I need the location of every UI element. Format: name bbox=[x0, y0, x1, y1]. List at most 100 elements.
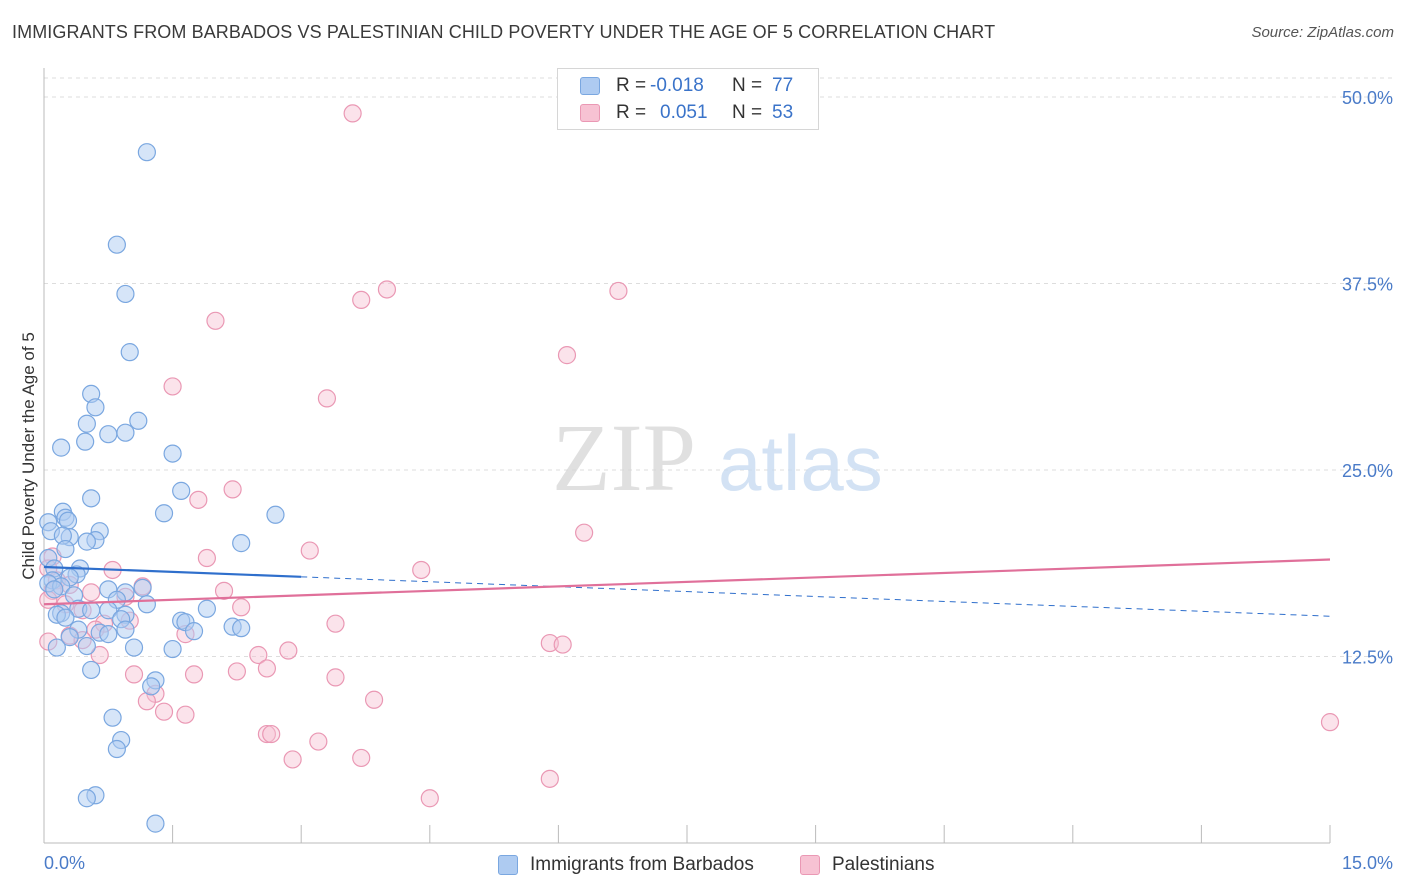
data-point-palestinians bbox=[377, 280, 397, 299]
data-point-palestinians bbox=[176, 705, 195, 724]
data-point-palestinians bbox=[343, 104, 362, 123]
data-point-palestinians bbox=[317, 389, 337, 408]
data-point-barbados bbox=[107, 739, 126, 759]
trend-line-palestinians bbox=[43, 558, 1331, 606]
axes bbox=[43, 68, 1331, 844]
data-point-palestinians bbox=[154, 702, 174, 721]
data-point-palestinians bbox=[197, 548, 216, 568]
n-label: N = bbox=[732, 102, 763, 123]
data-point-barbados bbox=[146, 814, 165, 833]
data-point-palestinians bbox=[364, 690, 384, 709]
y-tick-label: 37.5% bbox=[1342, 275, 1393, 295]
data-point-barbados bbox=[76, 432, 95, 451]
data-point-palestinians bbox=[300, 541, 319, 560]
data-point-palestinians bbox=[352, 748, 371, 768]
y-axis-label: Child Poverty Under the Age of 5 bbox=[19, 332, 38, 580]
data-point-palestinians bbox=[257, 724, 277, 744]
data-point-barbados bbox=[266, 505, 285, 524]
watermark: ZIP atlas bbox=[552, 404, 883, 511]
data-point-palestinians bbox=[227, 662, 246, 681]
data-point-palestinians bbox=[82, 583, 101, 602]
data-point-palestinians bbox=[189, 490, 208, 509]
tick-labels: 12.5% 25.0% 37.5% 50.0% 0.0% 15.0% bbox=[44, 88, 1393, 873]
data-point-barbados bbox=[120, 343, 139, 362]
data-point-palestinians bbox=[609, 281, 628, 301]
data-point-palestinians bbox=[223, 480, 242, 499]
y-tick-label: 12.5% bbox=[1342, 648, 1393, 668]
data-point-barbados bbox=[82, 489, 101, 508]
trend-line-barbados-extended bbox=[301, 576, 1331, 617]
data-point-barbados bbox=[60, 628, 79, 647]
data-point-barbados bbox=[163, 444, 182, 463]
data-point-palestinians bbox=[249, 645, 268, 665]
x-tick-label: 15.0% bbox=[1342, 853, 1393, 873]
legend-label-palestinians: Palestinians bbox=[832, 854, 935, 875]
data-point-palestinians bbox=[232, 598, 251, 617]
r-value: 0.051 bbox=[660, 102, 708, 123]
y-tick-label: 25.0% bbox=[1342, 461, 1393, 481]
source-credit: Source: ZipAtlas.com bbox=[1251, 24, 1394, 41]
data-point-barbados bbox=[133, 578, 152, 597]
n-label: N = bbox=[732, 75, 763, 96]
legend-swatch-pink bbox=[800, 855, 820, 875]
data-point-barbados bbox=[77, 414, 96, 433]
legend-swatch-blue bbox=[498, 855, 518, 875]
data-point-palestinians bbox=[257, 659, 277, 678]
legend-item-palestinians[interactable]: Palestinians bbox=[800, 851, 934, 879]
trend-line-barbados bbox=[43, 565, 302, 578]
data-point-barbados bbox=[172, 481, 191, 500]
x-tick-label: 0.0% bbox=[44, 853, 85, 873]
series-barbados bbox=[39, 143, 285, 833]
legend-swatch-pink bbox=[580, 104, 600, 122]
data-point-palestinians bbox=[326, 614, 345, 633]
data-point-barbados bbox=[184, 622, 204, 641]
data-point-palestinians bbox=[184, 665, 204, 684]
data-point-palestinians bbox=[283, 750, 302, 769]
data-point-palestinians bbox=[206, 311, 225, 330]
data-point-barbados bbox=[77, 532, 96, 551]
data-point-barbados bbox=[82, 660, 101, 680]
data-point-barbados bbox=[124, 638, 144, 657]
data-point-palestinians bbox=[279, 641, 298, 660]
data-point-palestinians bbox=[540, 769, 559, 788]
data-point-barbados bbox=[56, 539, 75, 559]
data-point-palestinians bbox=[1320, 713, 1340, 732]
legend-label-barbados: Immigrants from Barbados bbox=[530, 854, 754, 875]
data-point-palestinians bbox=[163, 377, 182, 396]
r-label: R = bbox=[616, 75, 647, 96]
data-point-barbados bbox=[232, 619, 251, 638]
data-point-barbados bbox=[77, 636, 96, 656]
data-point-palestinians bbox=[309, 732, 328, 751]
stats-legend: R = -0.018 N = 77 R = 0.051 N = 53 bbox=[557, 68, 819, 130]
data-point-palestinians bbox=[352, 290, 371, 310]
r-value: -0.018 bbox=[650, 75, 704, 96]
data-point-barbados bbox=[232, 534, 251, 553]
data-point-palestinians bbox=[90, 645, 109, 665]
data-point-barbados bbox=[116, 620, 135, 639]
data-point-barbados bbox=[116, 423, 135, 442]
data-point-barbados bbox=[129, 411, 148, 430]
legend-item-barbados[interactable]: Immigrants from Barbados bbox=[498, 851, 754, 879]
data-point-palestinians bbox=[420, 789, 439, 808]
n-value: 53 bbox=[772, 102, 794, 123]
data-point-barbados bbox=[52, 438, 71, 457]
trend-lines bbox=[43, 558, 1331, 617]
data-point-palestinians bbox=[553, 635, 572, 654]
data-point-barbados bbox=[77, 789, 96, 808]
watermark-zip: ZIP bbox=[552, 404, 696, 511]
data-point-palestinians bbox=[412, 560, 431, 580]
data-point-barbados bbox=[86, 398, 105, 417]
data-point-barbados bbox=[45, 580, 64, 599]
legend-swatch-blue bbox=[580, 77, 600, 95]
data-point-barbados bbox=[154, 504, 174, 523]
chart-title: IMMIGRANTS FROM BARBADOS VS PALESTINIAN … bbox=[12, 22, 996, 42]
data-point-palestinians bbox=[575, 523, 594, 542]
data-point-palestinians bbox=[262, 724, 281, 744]
data-point-barbados bbox=[137, 143, 156, 162]
data-point-palestinians bbox=[214, 581, 234, 600]
y-tick-label: 50.0% bbox=[1342, 88, 1393, 108]
data-point-barbados bbox=[137, 595, 156, 614]
data-point-barbados bbox=[56, 608, 75, 627]
r-label: R = bbox=[616, 102, 647, 123]
